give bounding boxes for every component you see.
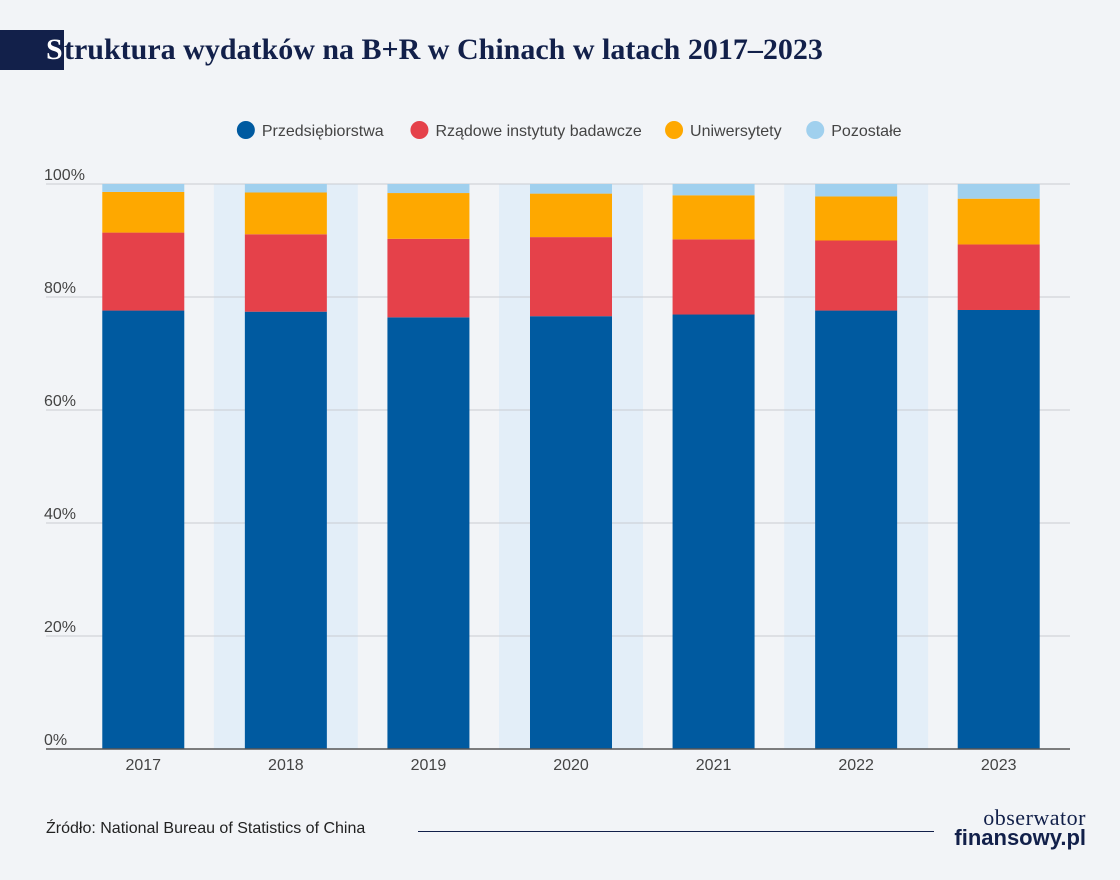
page-title: truktura wydatków na B+R w Chinach w lat… <box>64 33 823 66</box>
bar-segment <box>815 240 898 311</box>
bar-segment <box>102 191 185 233</box>
legend-label: Rządowe instytuty badawcze <box>435 123 641 140</box>
legend-marker <box>665 121 684 139</box>
y-tick-label: 40% <box>44 506 76 523</box>
bar-segment <box>244 184 327 193</box>
bar-segment <box>672 239 755 315</box>
bar-segment <box>387 317 470 749</box>
bar-segment <box>102 232 185 311</box>
bar-segment <box>530 237 612 317</box>
x-tick-label: 2020 <box>553 757 589 774</box>
brand-logo-line2: finansowy.pl <box>954 825 1086 850</box>
bar-segment <box>102 310 185 749</box>
bar-segment <box>530 184 612 194</box>
bar-segment <box>672 195 755 240</box>
brand-logo-line1: obserwator <box>983 805 1086 830</box>
bar-segment <box>672 314 755 749</box>
brand-logo[interactable]: obserwator finansowy.pl <box>954 805 1086 850</box>
bar-segment <box>530 316 612 749</box>
x-tick-label: 2022 <box>838 757 874 774</box>
bar-segment <box>387 184 470 194</box>
y-tick-label: 80% <box>44 280 76 297</box>
y-tick-label: 0% <box>44 732 67 749</box>
legend-label: Pozostałe <box>831 123 901 140</box>
y-tick-label: 20% <box>44 619 76 636</box>
bar-segment <box>102 184 185 192</box>
title-accent-bar <box>0 30 64 70</box>
bar-segment <box>957 198 1040 245</box>
bar-segment <box>244 234 327 312</box>
x-tick-label: 2019 <box>411 757 447 774</box>
bar-segment <box>387 193 470 239</box>
bar-segment <box>530 193 612 238</box>
bar-segment <box>815 310 898 749</box>
bar-segment <box>957 244 1040 310</box>
legend-marker <box>410 121 429 139</box>
legend-label: Uniwersytety <box>690 123 782 140</box>
y-tick-label: 60% <box>44 393 76 410</box>
x-tick-label: 2018 <box>268 757 304 774</box>
bar-segment <box>957 309 1040 749</box>
x-tick-label: 2021 <box>696 757 732 774</box>
bar-segment <box>244 192 327 235</box>
legend-marker <box>806 121 825 139</box>
bar-segment <box>672 184 755 196</box>
bar-segment <box>815 184 898 197</box>
footer-divider <box>418 831 934 832</box>
bar-segment <box>387 238 470 318</box>
x-tick-label: 2017 <box>125 757 161 774</box>
x-tick-label: 2023 <box>981 757 1017 774</box>
y-tick-label: 100% <box>44 167 85 184</box>
bar-segment <box>244 311 327 749</box>
legend-marker <box>236 121 255 139</box>
bar-segment <box>815 196 898 241</box>
title-initial: S <box>46 33 63 66</box>
source-note: Źródło: National Bureau of Statistics of… <box>46 820 366 837</box>
legend-label: Przedsiębiorstwa <box>262 123 384 140</box>
bar-segment <box>957 184 1040 199</box>
